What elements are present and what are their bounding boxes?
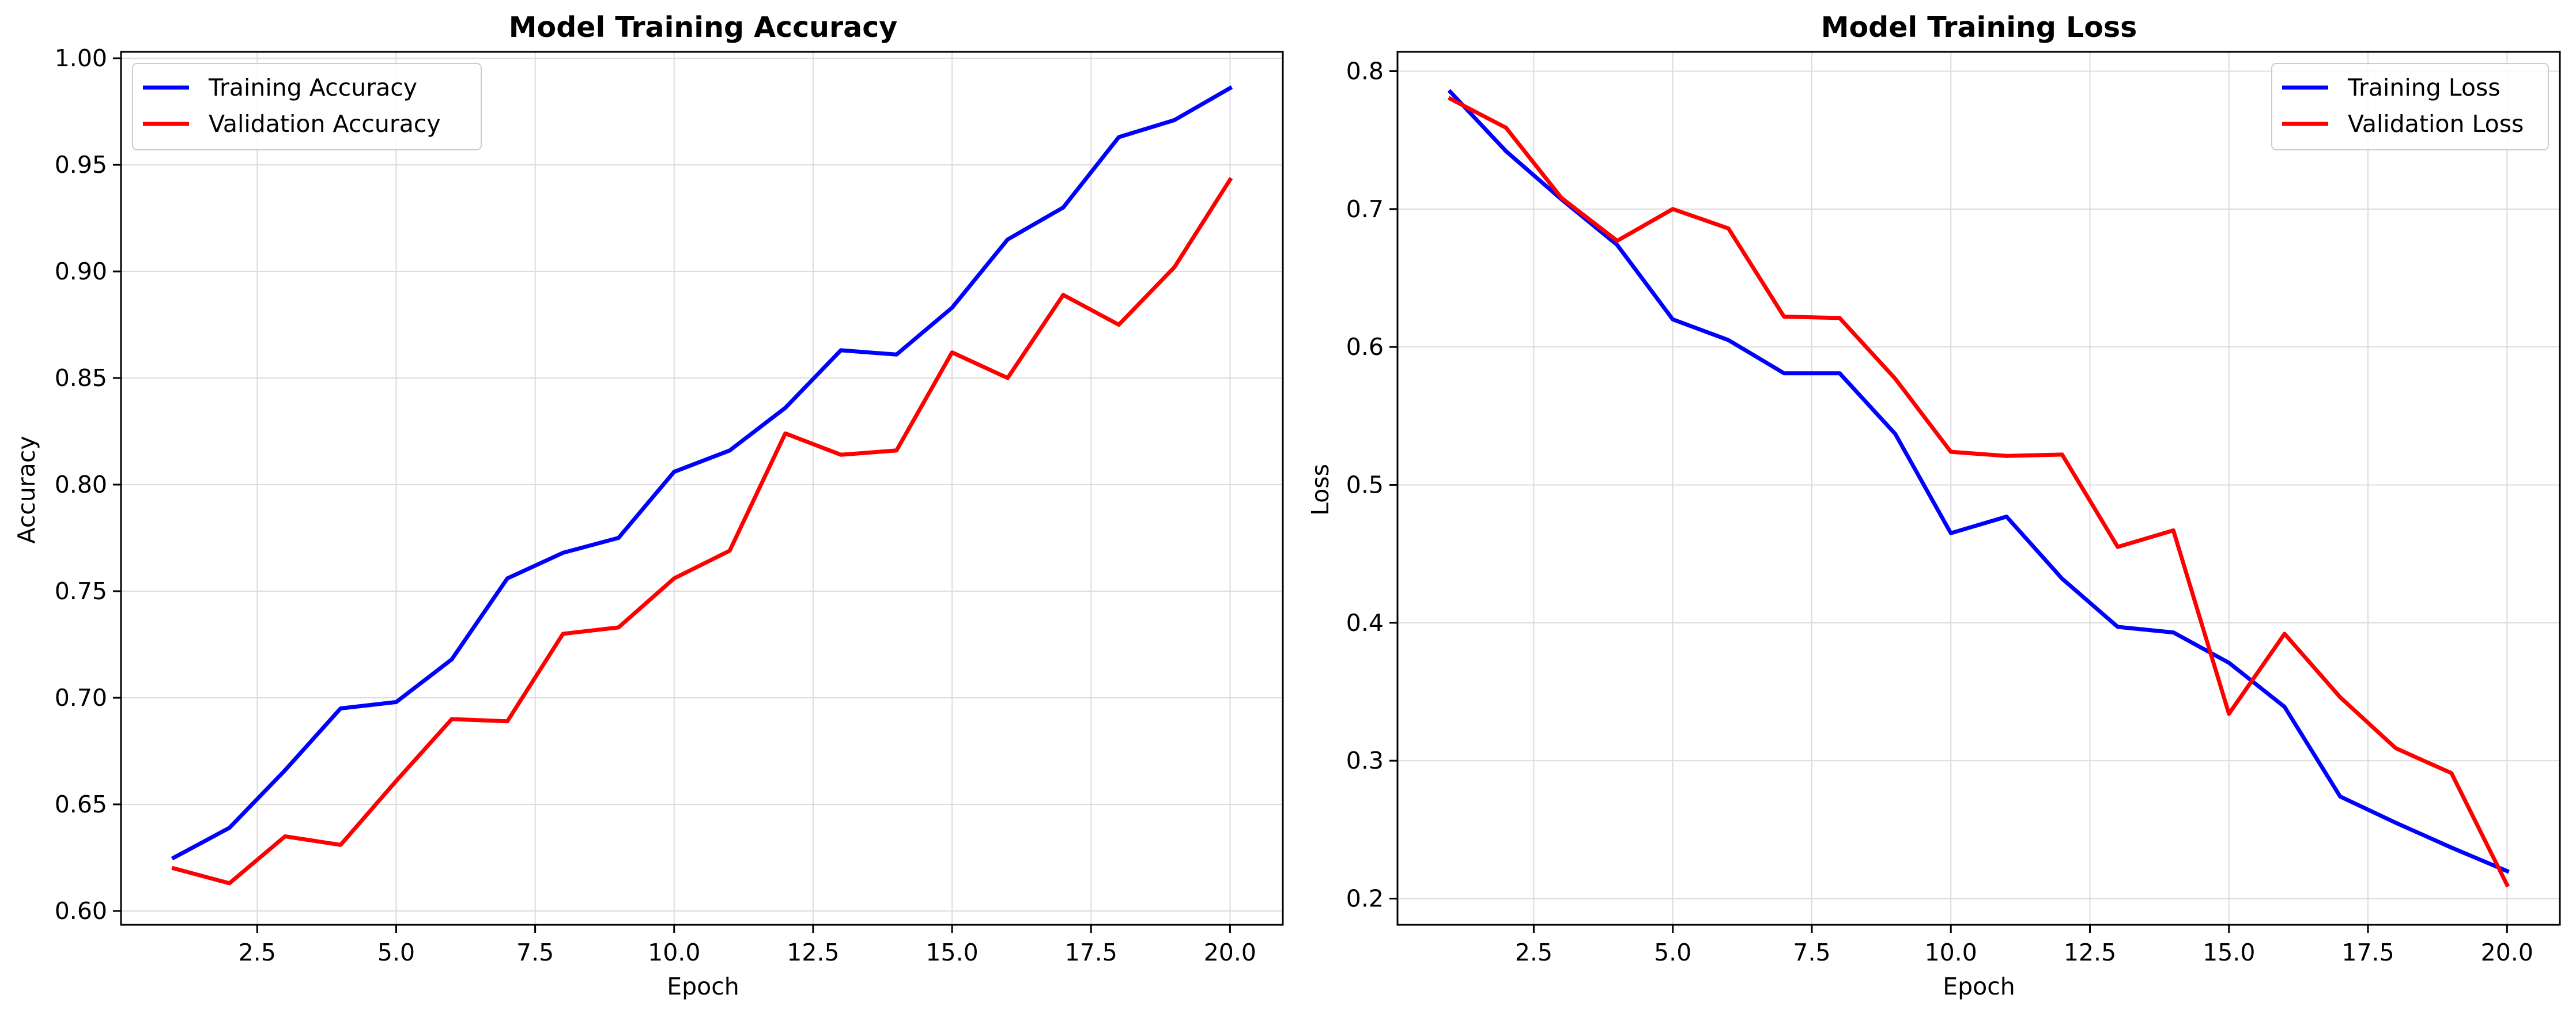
- loss-chart: Model Training Loss Epoch Loss 2.5 5.0 7.5…: [1306, 11, 2561, 1000]
- accuracy-plot-frame: [120, 51, 1284, 926]
- accuracy-x-tick-label: 15.0: [926, 939, 978, 966]
- accuracy-y-tick-label: 0.60: [55, 897, 107, 925]
- loss-y-tick-label: 0.4: [1346, 609, 1384, 637]
- accuracy-y-tick-label: 0.95: [55, 151, 107, 179]
- accuracy-y-tick-label: 0.65: [55, 791, 107, 818]
- loss-x-tick-label: 2.5: [1515, 939, 1553, 966]
- loss-x-tick-label: 17.5: [2341, 939, 2394, 966]
- loss-x-tick-label: 7.5: [1793, 939, 1830, 966]
- accuracy-y-axis-label: Accuracy: [13, 436, 40, 543]
- loss-x-axis-label: Epoch: [1943, 973, 2015, 1000]
- accuracy-legend-box: [132, 63, 482, 150]
- accuracy-y-tick-label: 0.90: [55, 258, 107, 285]
- accuracy-y-tick-label: 0.70: [55, 684, 107, 712]
- loss-y-tick-label: 0.8: [1346, 58, 1384, 85]
- loss-y-tick-label: 0.5: [1346, 471, 1384, 499]
- loss-x-tick-label: 15.0: [2203, 939, 2255, 966]
- loss-y-axis-label: Loss: [1306, 464, 1334, 516]
- loss-series-line-training: [1447, 89, 2510, 874]
- accuracy-legend: Training Accuracy Validation Accuracy: [132, 63, 482, 150]
- loss-legend-label-training: Training Loss: [2347, 74, 2501, 101]
- accuracy-y-tick-label: 1.00: [55, 44, 107, 72]
- loss-series-line-validation: [1447, 96, 2510, 888]
- loss-x-tick-label: 20.0: [2481, 939, 2533, 966]
- accuracy-x-tick-label: 10.0: [648, 939, 700, 966]
- accuracy-chart-title: Model Training Accuracy: [509, 11, 898, 44]
- loss-x-tick-label: 10.0: [1925, 939, 1977, 966]
- loss-y-tick-label: 0.6: [1346, 333, 1384, 361]
- loss-y-tick-label: 0.2: [1346, 885, 1384, 913]
- loss-x-tick-label: 5.0: [1654, 939, 1691, 966]
- accuracy-x-tick-label: 20.0: [1204, 939, 1256, 966]
- accuracy-x-tick-label: 12.5: [787, 939, 839, 966]
- loss-plot-frame: [1396, 51, 2561, 926]
- loss-chart-title: Model Training Loss: [1821, 11, 2137, 44]
- accuracy-series-line-training: [171, 85, 1233, 861]
- accuracy-series-line-validation: [171, 177, 1233, 886]
- accuracy-x-tick-label: 7.5: [516, 939, 554, 966]
- accuracy-x-axis-label: Epoch: [667, 973, 739, 1000]
- accuracy-y-tick-label: 0.80: [55, 471, 107, 498]
- loss-legend-label-validation: Validation Loss: [2348, 110, 2524, 138]
- loss-legend-box: [2271, 63, 2549, 150]
- accuracy-chart: Model Training Accuracy Epoch Accuracy 2…: [13, 11, 1284, 1000]
- accuracy-legend-label-validation: Validation Accuracy: [209, 110, 441, 138]
- loss-y-tick-label: 0.7: [1346, 195, 1384, 223]
- accuracy-x-tick-label: 5.0: [377, 939, 415, 966]
- loss-legend: Training Loss Validation Loss: [2271, 63, 2549, 150]
- accuracy-y-tick-label: 0.85: [55, 364, 107, 392]
- accuracy-legend-label-training: Training Accuracy: [208, 74, 417, 101]
- accuracy-x-tick-label: 2.5: [239, 939, 276, 966]
- loss-x-tick-label: 12.5: [2064, 939, 2116, 966]
- loss-y-tick-label: 0.3: [1346, 747, 1384, 774]
- accuracy-y-tick-label: 0.75: [55, 577, 107, 605]
- accuracy-x-tick-label: 17.5: [1065, 939, 1117, 966]
